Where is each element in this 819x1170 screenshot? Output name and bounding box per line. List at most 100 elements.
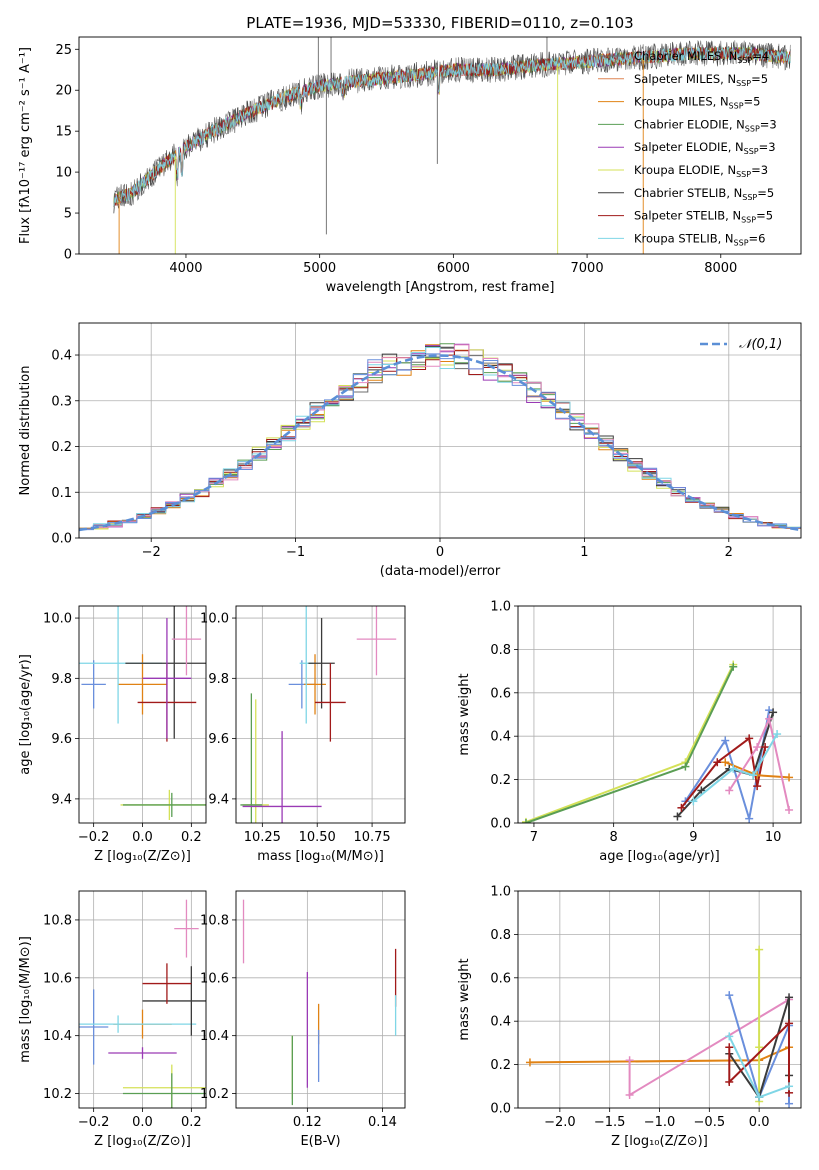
y-tick-label: 9.6: [208, 732, 229, 747]
weight_vs_Z-frame: [517, 890, 802, 1109]
errorbar-point: [171, 606, 202, 676]
y-tick-label: 5: [64, 207, 72, 222]
x-tick-label: −2.0: [544, 1115, 576, 1130]
y-tick-label: 9.8: [208, 672, 229, 687]
spectrum-axes: 4000 5000 6000 7000 8000 0 5 10 15 20 25 wavelength…: [18, 14, 802, 295]
x-tick-label: 7000: [571, 261, 604, 276]
age_vs_mass-plot-area: [240, 606, 397, 823]
weight-marker: [785, 1099, 794, 1108]
spectrum-legend: Chabrier MILES, NSSP=4 Salpeter MILES, NS…: [598, 49, 777, 247]
x-tick-label: 0.0: [132, 830, 153, 845]
x-tick-label: 8: [610, 830, 618, 845]
x-axis-label: age [log₁₀(age/yr)]: [599, 849, 720, 864]
legend-entry: Kroupa ELODIE, NSSP=3: [634, 163, 768, 179]
errorbar-point: [142, 963, 192, 1004]
residuals-frame: [78, 322, 802, 539]
legend-entry: Chabrier ELODIE, NSSP=3: [634, 117, 777, 133]
weight-series-line: [525, 666, 735, 823]
y-tick-label: 9.4: [208, 792, 229, 807]
weight-marker: [761, 743, 770, 752]
weight-marker: [753, 743, 762, 752]
x-tick-label: 5000: [303, 261, 336, 276]
spectrum-plot-area: [113, 37, 791, 254]
x-tick-label: 0: [436, 545, 444, 560]
weight-marker: [725, 1043, 734, 1052]
errorbar-point: [79, 1015, 197, 1033]
weight-marker: [677, 803, 686, 812]
errorbar-point: [315, 663, 346, 742]
x-tick-label: 0.12: [293, 1115, 322, 1130]
weight-marker: [753, 782, 762, 791]
y-axis-label: mass weight: [457, 673, 472, 755]
y-tick-label: 9.6: [51, 732, 72, 747]
weight_vs_Z-plot-area: [525, 945, 794, 1108]
age_vs_Z-plot-area: [79, 606, 206, 820]
x-tick-label: −0.2: [78, 1115, 110, 1130]
weight-marker: [725, 1077, 734, 1086]
y-tick-label: 10.4: [43, 1029, 72, 1044]
spectrum-frame: [78, 36, 802, 255]
y-tick-label: 10.0: [43, 612, 72, 627]
errorbar-point: [174, 899, 199, 958]
histogram-series: [79, 353, 801, 538]
weight-marker: [755, 1093, 764, 1102]
errorbar-point: [240, 693, 263, 823]
weight-marker: [697, 786, 706, 795]
age_vs_mass-frame: [235, 605, 406, 824]
weight-marker: [749, 771, 758, 780]
weight-marker: [785, 993, 794, 1002]
normal-reference-curve: [79, 354, 801, 532]
residuals-plot-area: [79, 343, 801, 538]
weight-marker: [765, 714, 774, 723]
y-tick-label: 10.8: [200, 913, 229, 928]
y-tick-label: 9.8: [51, 672, 72, 687]
x-tick-label: 0.2: [181, 830, 202, 845]
weight-marker: [729, 662, 738, 671]
y-tick-label: 9.4: [51, 792, 72, 807]
x-tick-label: 10.75: [353, 830, 390, 845]
y-axis-label: age [log₁₀(age/yr)]: [18, 654, 33, 775]
weight-marker: [625, 1090, 634, 1099]
errorbar-point: [242, 731, 322, 823]
weight-marker: [625, 1056, 634, 1065]
y-axis-label: mass [log₁₀(M/M⊙)]: [18, 936, 33, 1063]
x-tick-label: 10.50: [299, 830, 336, 845]
weight-marker: [785, 1019, 794, 1028]
weight_vs_age-frame: [517, 605, 802, 824]
y-tick-label: 0.2: [490, 773, 511, 788]
weight-marker: [755, 945, 764, 954]
weight-marker: [773, 730, 782, 739]
y-axis-label: Flux [fλ10⁻¹⁷ erg cm⁻² s⁻¹ A⁻¹]: [18, 47, 33, 244]
weight-series-line: [728, 715, 790, 811]
mass_vs_ebv-grid: [236, 891, 405, 1108]
errorbar-point: [142, 618, 192, 739]
errorbar-point: [122, 792, 206, 817]
y-tick-label: 1.0: [490, 885, 511, 900]
legend-entry: Chabrier MILES, NSSP=4: [634, 49, 769, 65]
x-axis-label: wavelength [Angstrom, rest frame]: [326, 280, 555, 295]
y-tick-label: 0.6: [490, 686, 511, 701]
y-tick-label: 0.8: [490, 928, 511, 943]
age_vs_Z-frame: [78, 605, 207, 824]
x-tick-label: −1: [286, 545, 305, 560]
legend-entry: Kroupa STELIB, NSSP=6: [634, 231, 765, 247]
x-tick-label: 7: [530, 830, 538, 845]
weight-marker: [769, 708, 778, 717]
y-tick-label: 0.3: [51, 394, 72, 409]
x-tick-label: −2: [142, 545, 161, 560]
weight_vs_age-axes: 7 8 9 10 0.0 0.2 0.4 0.6 0.8 1.0 age [log₁₀(age/yr…: [457, 600, 802, 864]
y-axis-label: Normed distribution: [18, 366, 33, 496]
y-tick-label: 10.6: [43, 971, 72, 986]
errorbar-point: [81, 660, 106, 709]
mass_vs_ebv-frame: [235, 890, 406, 1109]
x-tick-label: 4000: [169, 261, 202, 276]
y-tick-label: 0.1: [51, 486, 72, 501]
y-tick-label: 0.2: [51, 440, 72, 455]
x-axis-label: mass [log₁₀(M/M⊙)]: [257, 849, 384, 864]
weight-series-line: [728, 1021, 790, 1093]
x-tick-label: 0.2: [181, 1115, 202, 1130]
x-tick-label: 10: [765, 830, 782, 845]
chart-title: PLATE=1936, MJD=53330, FIBERID=0110, z=0…: [246, 14, 633, 32]
x-tick-label: −1.0: [644, 1115, 676, 1130]
weight-marker: [525, 1058, 534, 1067]
